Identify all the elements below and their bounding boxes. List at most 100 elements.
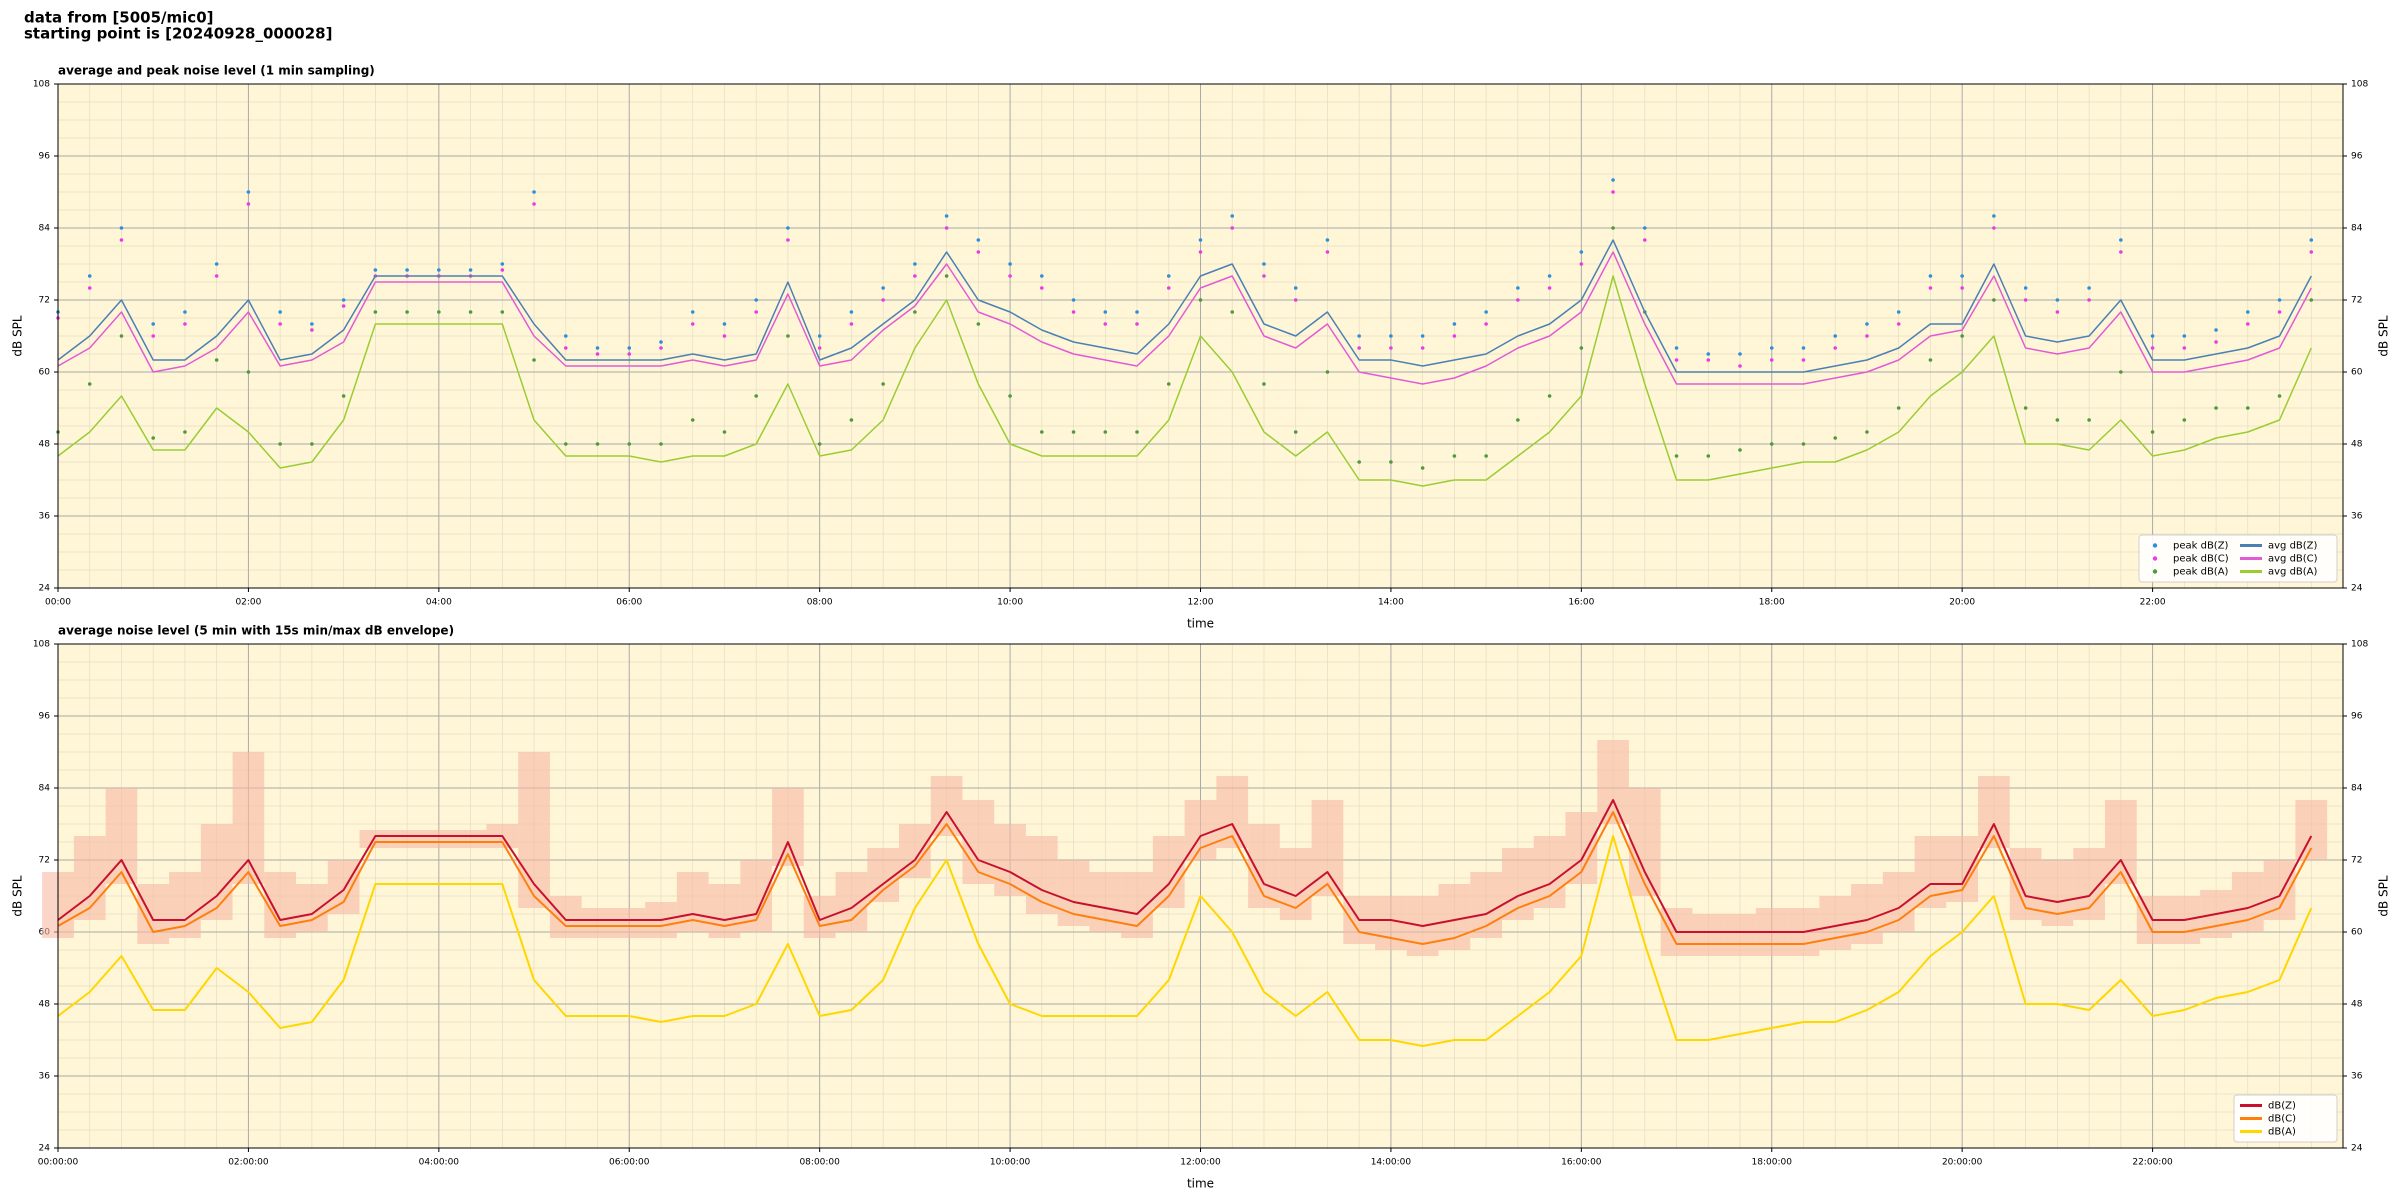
envelope-band [1184,800,1217,860]
y-tick-label: 72 [39,856,50,866]
peak-point [373,268,378,272]
envelope-band [1724,914,1756,956]
peak-point [1008,394,1012,398]
peak-point [87,286,92,290]
envelope-band [1279,848,1312,920]
plot-area [56,178,2314,487]
peak-point [468,310,473,314]
peak-point [310,328,314,332]
peak-point [1992,298,1996,302]
peak-point [1389,334,1393,338]
peak-point [1928,274,1933,278]
peak-point [1262,262,1266,266]
peak-point [1769,442,1774,446]
peak-point [627,442,632,446]
y-tick-label: 96 [2351,152,2363,162]
peak-point [659,340,663,344]
peak-point [659,346,663,350]
peak-point [2055,418,2060,422]
peak-point [722,334,727,338]
plot-area [42,740,2328,1047]
peak-point [913,274,917,278]
peak-point [1738,448,1742,452]
x-axis-label: time [1187,617,1214,631]
subplot: 242436364848606072728484969610810800:00:… [11,624,2391,1191]
envelope-band [772,788,804,866]
x-tick-label: 18:00:00 [1752,1158,1793,1168]
y-tick-label: 96 [39,152,51,162]
x-tick-label: 04:00 [426,598,452,608]
y-tick-label: 36 [2351,512,2363,522]
y-tick-label: 84 [39,224,51,234]
peak-point [595,346,600,350]
y-tick-label: 60 [39,368,51,378]
peak-point [151,334,156,338]
envelope-band [2041,860,2074,926]
peak-point [87,382,92,386]
peak-point [1896,406,1901,410]
envelope-band [1597,740,1629,824]
x-tick-label: 22:00:00 [2132,1158,2173,1168]
peak-point [2119,370,2123,374]
y-tick-label: 24 [39,1144,51,1154]
x-tick-label: 02:00 [235,598,261,608]
peak-point [786,238,790,242]
x-tick-label: 04:00:00 [419,1158,460,1168]
x-tick-label: 06:00:00 [609,1158,650,1168]
peak-point [913,262,917,266]
peak-point [817,442,822,446]
peak-point [1135,322,1139,326]
peak-point [1040,274,1044,278]
peak-point [1960,286,1964,290]
peak-point [310,322,314,326]
peak-point [1547,394,1552,398]
peak-point [690,418,695,422]
y-tick-label: 72 [39,296,50,306]
legend-label: peak dB(A) [2173,567,2229,578]
peak-point [1960,274,1964,278]
peak-point [1262,274,1266,278]
peak-point [1103,322,1108,326]
peak-point [500,268,505,272]
y-tick-label: 84 [2351,784,2363,794]
peak-point [563,442,568,446]
legend-label: peak dB(C) [2173,554,2229,565]
peak-point [786,334,790,338]
x-tick-label: 00:00 [45,598,71,608]
peak-point [1135,430,1139,434]
peak-point [1135,310,1139,314]
series-line [57,799,2313,933]
y-axis-label: dB SPL [2377,875,2391,917]
y-tick-label: 36 [2351,1072,2363,1082]
peak-point [1992,226,1996,230]
peak-point [1262,382,1266,386]
peak-point [1008,262,1012,266]
peak-point [2087,286,2091,290]
peak-point [437,310,441,314]
peak-point [1706,454,1711,458]
peak-point [1801,358,1806,362]
peak-point [2182,346,2187,350]
peak-point [246,190,251,194]
peak-point [87,274,92,278]
peak-point [2277,394,2282,398]
legend-label: avg dB(C) [2268,554,2318,565]
peak-point [1040,430,1044,434]
series-line [57,835,2313,1047]
peak-point [341,394,346,398]
peak-point [1960,334,1964,338]
peak-point [1166,382,1171,386]
peak-point [976,250,981,254]
peak-point [1833,436,1838,440]
peak-point [2087,418,2091,422]
envelope-band [2104,800,2137,884]
peak-point [1769,346,1774,350]
envelope-band [232,752,265,884]
peak-point [1293,430,1298,434]
peak-point [2214,328,2218,332]
y-tick-label: 84 [39,784,51,794]
y-tick-label: 72 [2351,296,2362,306]
plot-frame [57,83,2344,589]
y-tick-label: 108 [2351,640,2368,650]
peak-point [1389,460,1393,464]
